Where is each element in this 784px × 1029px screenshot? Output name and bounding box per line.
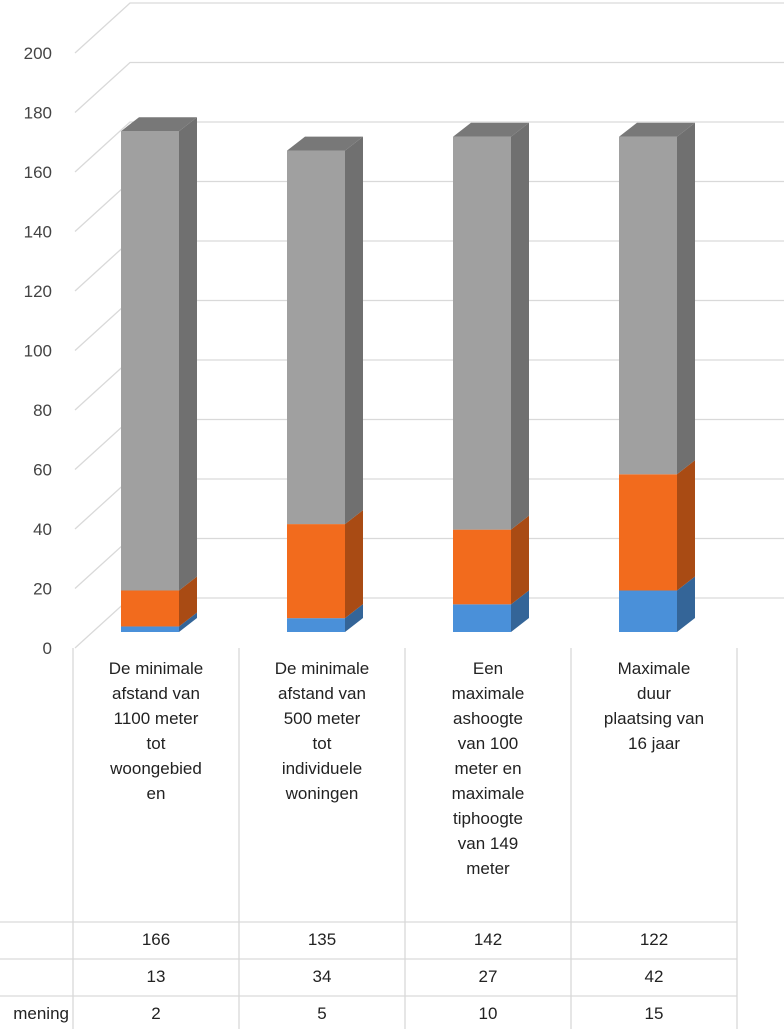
bar-segment xyxy=(453,604,511,632)
bars xyxy=(121,117,695,632)
table-cell: 10 xyxy=(478,1004,498,1023)
bar-segment xyxy=(287,150,345,525)
y-tick-label: 40 xyxy=(33,520,52,539)
bar-segment-side xyxy=(179,117,197,591)
bar-segment xyxy=(121,626,179,632)
bar-top xyxy=(619,122,695,137)
bar-segment xyxy=(287,618,345,632)
bar-top xyxy=(121,117,197,132)
bar-segment-side xyxy=(677,122,695,475)
bar-segment-side xyxy=(179,612,197,632)
table-cell: 135 xyxy=(307,930,337,949)
y-tick-label: 120 xyxy=(24,282,52,301)
bar-top xyxy=(287,136,363,151)
table-cell: 5 xyxy=(317,1004,327,1023)
bar-segment-side xyxy=(511,590,529,632)
table-cell: 42 xyxy=(644,967,664,986)
bar-segment xyxy=(121,131,179,591)
table-cell: 166 xyxy=(141,930,171,949)
y-tick-label: 140 xyxy=(24,223,52,242)
table-cell: 142 xyxy=(473,930,503,949)
bar-segment xyxy=(619,136,677,475)
bar-segment-side xyxy=(345,136,363,525)
bar-segment xyxy=(287,524,345,619)
gridline xyxy=(74,61,784,113)
y-tick-label: 160 xyxy=(24,163,52,182)
table-cell: 27 xyxy=(478,967,498,986)
table-cell: 2 xyxy=(151,1004,161,1023)
bar-segment xyxy=(619,474,677,591)
bar-segment xyxy=(453,529,511,605)
table-cell: 13 xyxy=(146,967,166,986)
y-tick-label: 0 xyxy=(43,639,52,658)
bar-top xyxy=(453,122,529,137)
y-tick-label: 180 xyxy=(24,104,52,123)
y-tick-label: 60 xyxy=(33,461,52,480)
gridline xyxy=(74,2,784,54)
bar-segment xyxy=(121,590,179,627)
table-cell: 122 xyxy=(639,930,669,949)
bar-segment-side xyxy=(677,576,695,632)
category-label: Maximale duur plaatsing van 16 jaar xyxy=(603,659,705,753)
bar-segment xyxy=(619,590,677,632)
gridline xyxy=(74,121,784,173)
category-label: Een maximale ashoogte van 100 meter en m… xyxy=(451,659,525,878)
bar-segment-side xyxy=(345,510,363,619)
table-cell: 15 xyxy=(644,1004,664,1023)
bar-segment-side xyxy=(345,604,363,632)
data-table-grid xyxy=(0,648,738,1029)
y-tick-label: 20 xyxy=(33,580,52,599)
table-row-label: mening xyxy=(13,1004,69,1023)
bar-segment-side xyxy=(677,460,695,591)
category-label: De minimale afstand van 1100 meter tot w… xyxy=(108,659,204,803)
bar-segment-side xyxy=(179,576,197,627)
bar-segment-side xyxy=(511,515,529,605)
bar-segment xyxy=(453,136,511,530)
y-tick-label: 80 xyxy=(33,401,52,420)
category-label: De minimale afstand van 500 meter tot in… xyxy=(274,659,370,803)
y-tick-label: 100 xyxy=(24,342,52,361)
table-cell: 34 xyxy=(312,967,332,986)
bar-segment-side xyxy=(511,122,529,530)
y-tick-label: 200 xyxy=(24,44,52,63)
